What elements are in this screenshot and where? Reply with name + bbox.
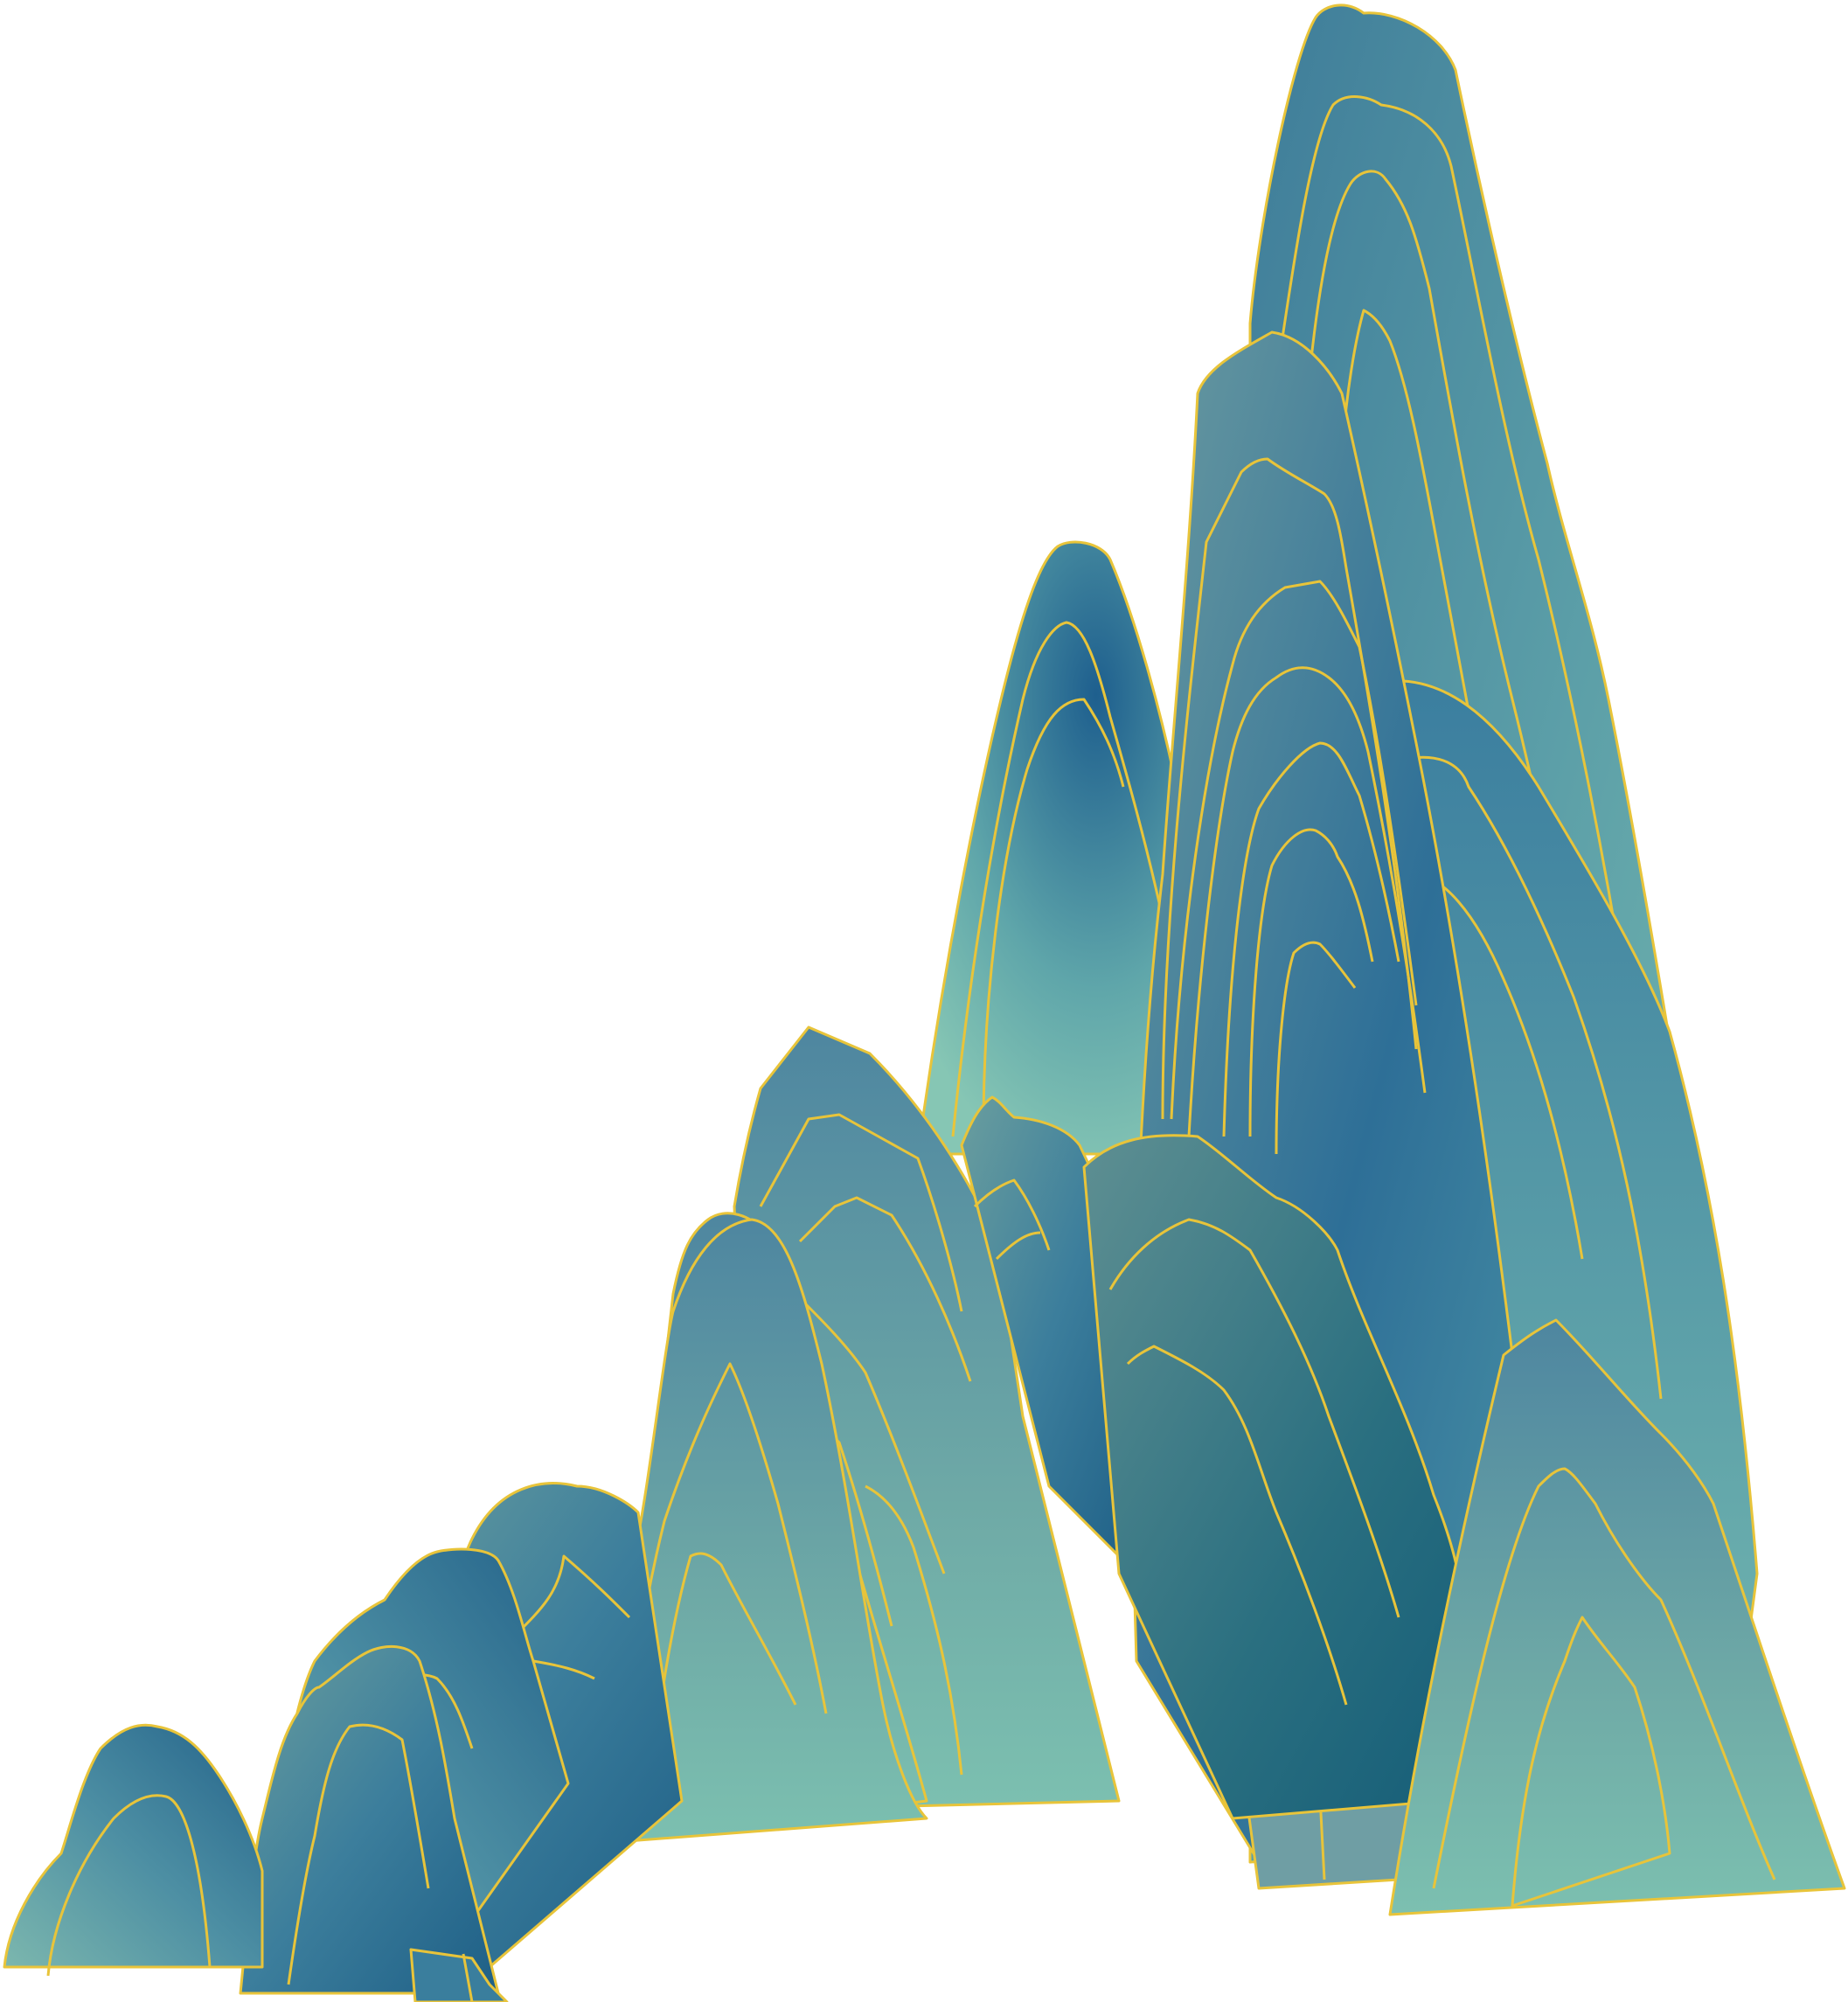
peak-front-right <box>1388 1318 1846 1916</box>
hill-small-3 <box>239 1644 500 1995</box>
peak-dark-central <box>1082 1134 1462 1820</box>
base-strip-left <box>409 1948 509 2002</box>
peak-left-back <box>916 540 1217 1156</box>
hill-small-4 <box>3 1723 264 1977</box>
